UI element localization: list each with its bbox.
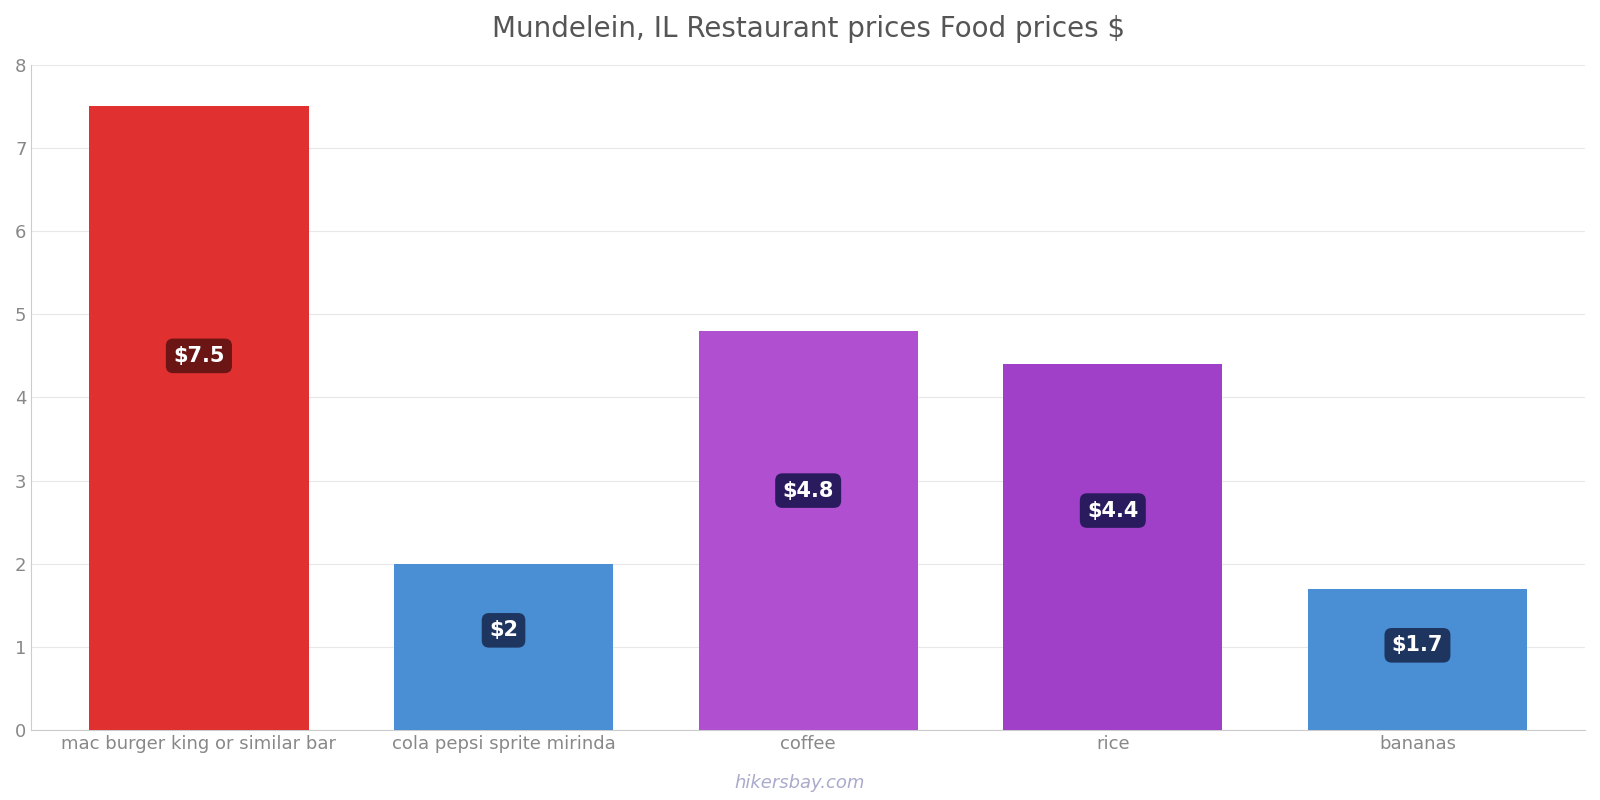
Text: $7.5: $7.5 bbox=[173, 346, 224, 366]
Bar bbox=[1307, 589, 1526, 730]
Text: hikersbay.com: hikersbay.com bbox=[734, 774, 866, 792]
Bar bbox=[90, 106, 309, 730]
Text: $4.4: $4.4 bbox=[1086, 501, 1139, 521]
Text: $4.8: $4.8 bbox=[782, 481, 834, 501]
Bar bbox=[1003, 364, 1222, 730]
Text: $1.7: $1.7 bbox=[1392, 635, 1443, 655]
Title: Mundelein, IL Restaurant prices Food prices $: Mundelein, IL Restaurant prices Food pri… bbox=[491, 15, 1125, 43]
Bar bbox=[699, 331, 918, 730]
Bar bbox=[394, 564, 613, 730]
Text: $2: $2 bbox=[490, 620, 518, 640]
